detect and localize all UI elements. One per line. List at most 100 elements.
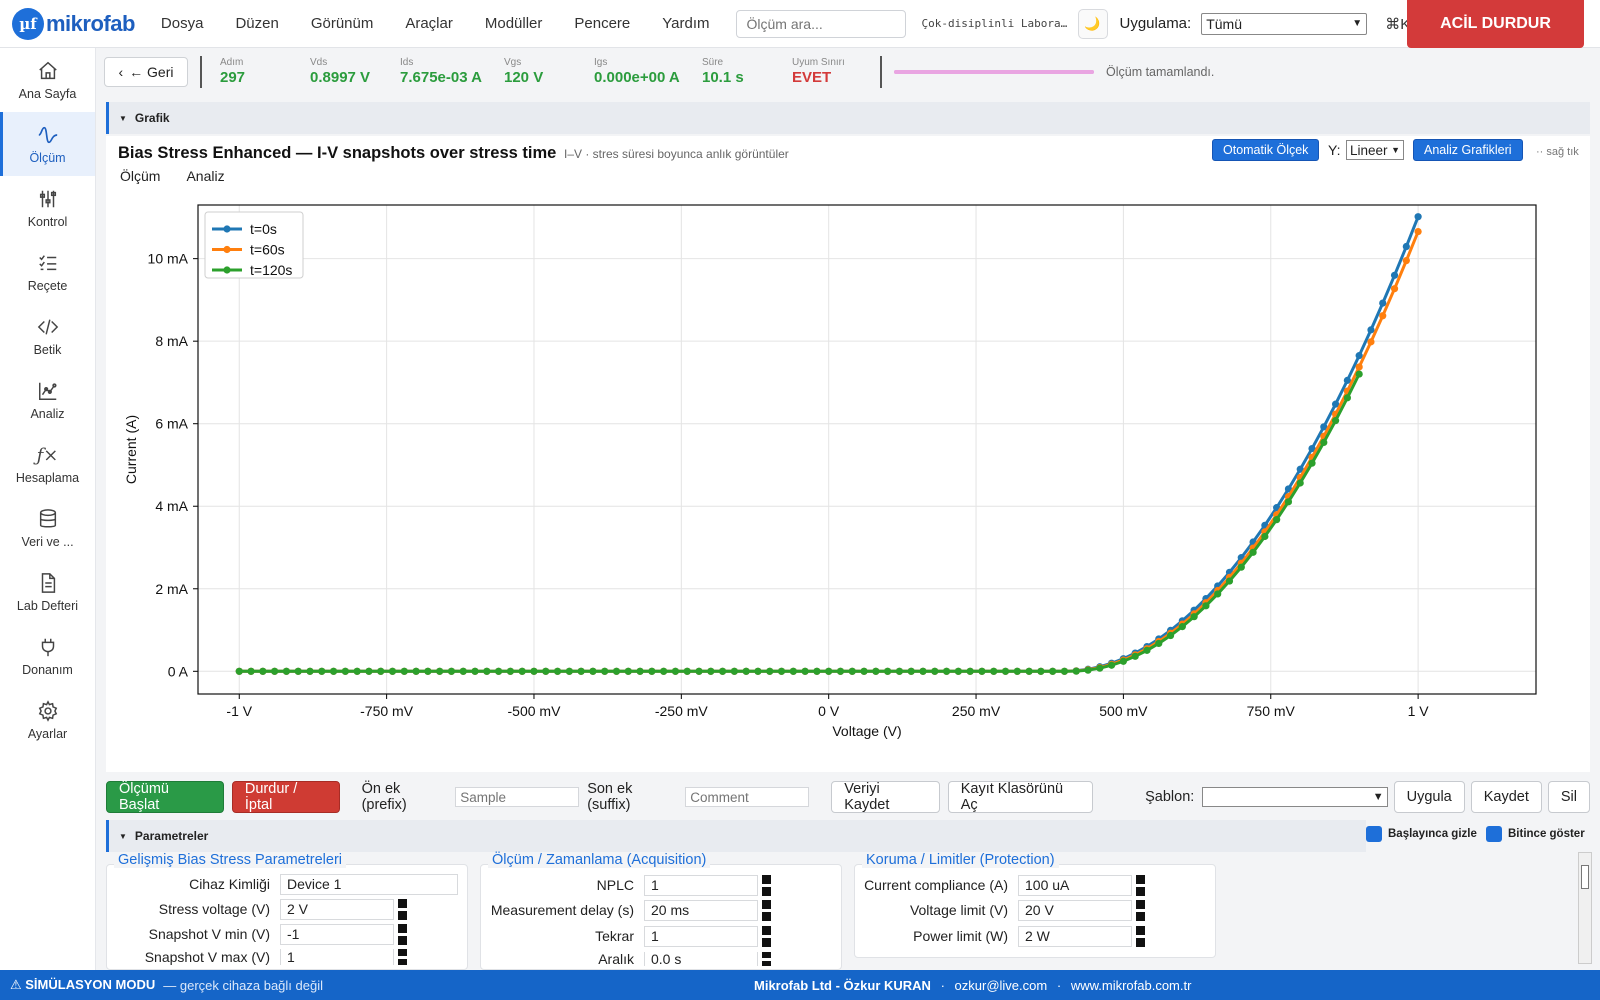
interval-spinner[interactable] <box>762 952 772 966</box>
dark-mode-toggle[interactable]: 🌙 <box>1077 8 1108 39</box>
stat-value: EVET <box>792 69 832 86</box>
sidebar-item-calculation[interactable]: ƒ× Hesaplama <box>0 432 95 496</box>
measurement-delay-input[interactable]: 20 ms <box>644 899 758 921</box>
device-id-input[interactable]: Device 1 <box>280 873 458 895</box>
data-point <box>388 667 397 675</box>
sidebar-item-hardware[interactable]: Donanım <box>0 624 95 688</box>
menu-araclar[interactable]: Araçlar <box>405 15 453 32</box>
menu-yardim[interactable]: Yardım <box>662 15 710 32</box>
menu-moduller[interactable]: Modüller <box>484 15 543 32</box>
data-point <box>990 667 998 675</box>
data-point <box>612 667 621 675</box>
prefix-input[interactable] <box>455 787 580 807</box>
checkbox-checked-icon <box>1486 826 1502 842</box>
menu-duzen[interactable]: Düzen <box>235 15 279 32</box>
data-point <box>907 667 915 675</box>
apply-template-button[interactable]: Uygula <box>1393 781 1465 813</box>
sidebar-item-data[interactable]: Veri ve ... <box>0 496 95 560</box>
data-point <box>400 667 408 675</box>
stress-voltage-input[interactable]: 2 V <box>280 898 394 920</box>
footer-company: Mikrofab Ltd - Özkur KURAN <box>754 978 931 993</box>
sidebar-item-control[interactable]: Kontrol <box>0 176 95 240</box>
params-scrollbar[interactable] <box>1578 852 1592 964</box>
sidebar-item-recipe[interactable]: Reçete <box>0 240 95 304</box>
delete-template-button[interactable]: Sil <box>1547 781 1591 813</box>
auto-scale-button[interactable]: Otomatik Ölçek <box>1212 139 1320 161</box>
data-point <box>813 667 821 675</box>
open-folder-button[interactable]: Kayıt Klasörünü Aç <box>947 781 1094 813</box>
sidebar-item-home[interactable]: Ana Sayfa <box>0 48 95 112</box>
interval-input[interactable]: 0.0 s <box>644 952 758 966</box>
iv-chart[interactable]: -1 V -750 mV -500 mV -250 mV 0 V 250 mV 500 mV… <box>106 192 1590 772</box>
data-point <box>1320 438 1328 447</box>
nplc-input[interactable]: 1 <box>644 874 758 896</box>
sidebar-item-measurement[interactable]: Ölçüm <box>0 112 95 176</box>
x-axis-label: Voltage (V) <box>832 723 901 739</box>
current-compliance-input[interactable]: 100 uA <box>1018 874 1132 896</box>
data-point <box>1284 485 1293 493</box>
data-point <box>447 667 456 675</box>
back-button[interactable]: ‹ ← Geri <box>104 57 188 87</box>
data-point <box>707 667 715 675</box>
template-select[interactable]: ▼ <box>1202 787 1388 807</box>
tab-measurement[interactable]: Ölçüm <box>120 168 161 184</box>
nplc-spinner[interactable] <box>762 874 772 896</box>
snapshot-vmax-input[interactable]: 1 <box>280 949 394 965</box>
tab-analysis[interactable]: Analiz <box>186 168 225 184</box>
app-logo[interactable]: µf mikrofab <box>12 7 135 40</box>
sidebar-item-notebook[interactable]: Lab Defteri <box>0 560 95 624</box>
app-select[interactable]: Tümü ▼ <box>1201 12 1368 35</box>
menu-dosya[interactable]: Dosya <box>160 15 204 32</box>
current-compliance-spinner[interactable] <box>1136 874 1146 896</box>
measurement-delay-spinner[interactable] <box>762 899 772 921</box>
search-input[interactable] <box>735 9 906 38</box>
data-point <box>648 667 656 675</box>
x-tick-label: -750 mV <box>360 703 414 719</box>
snapshot-vmin-spinner[interactable] <box>398 923 408 945</box>
params-section-header[interactable]: ▼ Parametreler <box>106 820 1366 852</box>
graph-section-header[interactable]: ▼ Grafik <box>106 102 1590 134</box>
start-measurement-button[interactable]: Ölçümü Başlat <box>106 781 224 813</box>
stress-voltage-spinner[interactable] <box>398 898 408 920</box>
sidebar-item-script[interactable]: Betik <box>0 304 95 368</box>
y-tick-label: 10 mA <box>148 251 189 267</box>
show-on-finish-checkbox[interactable]: Bitince göster <box>1486 826 1585 842</box>
footer-email[interactable]: ozkur@live.com <box>954 978 1048 993</box>
y-scale-select[interactable]: Lineer ▼ <box>1346 140 1404 160</box>
legend-marker <box>223 245 231 254</box>
status-row: ‹ ← Geri Adım 297 Vds 0.8997 V Ids 7.675… <box>96 48 1600 96</box>
group-title: Gelişmiş Bias Stress Parametreleri <box>114 852 346 868</box>
save-template-button[interactable]: Kaydet <box>1470 781 1542 813</box>
suffix-input[interactable] <box>685 787 810 807</box>
emergency-stop-button[interactable]: ACİL DURDUR <box>1407 0 1584 48</box>
scrollbar-thumb[interactable] <box>1581 865 1589 889</box>
data-point <box>542 667 550 675</box>
sidebar-item-analysis[interactable]: Analiz <box>0 368 95 432</box>
save-data-button[interactable]: Veriyi Kaydet <box>831 781 940 813</box>
voltage-limit-input[interactable]: 20 V <box>1018 899 1132 921</box>
footer-website[interactable]: www.mikrofab.com.tr <box>1070 978 1192 993</box>
data-point <box>601 667 609 675</box>
data-point <box>1072 667 1080 675</box>
power-limit-input[interactable]: 2 W <box>1018 925 1132 947</box>
sidebar-item-settings[interactable]: Ayarlar <box>0 688 95 752</box>
hide-on-start-checkbox[interactable]: Başlayınca gizle <box>1366 826 1477 842</box>
data-point <box>954 667 962 675</box>
repeat-input[interactable]: 1 <box>644 925 758 947</box>
command-palette-shortcut[interactable]: ⌘K <box>1385 15 1411 33</box>
snapshot-vmax-spinner[interactable] <box>398 949 408 965</box>
x-tick-label: -250 mV <box>655 703 709 719</box>
snapshot-vmin-input[interactable]: -1 <box>280 923 394 945</box>
voltage-limit-spinner[interactable] <box>1136 899 1146 921</box>
power-limit-spinner[interactable] <box>1136 925 1146 947</box>
param-label: Cihaz Kimliği <box>189 876 270 892</box>
data-point <box>683 667 691 675</box>
collapse-triangle-icon: ▼ <box>119 113 127 123</box>
repeat-spinner[interactable] <box>762 925 772 947</box>
menu-gorunum[interactable]: Görünüm <box>310 15 374 32</box>
analysis-charts-button[interactable]: Analiz Grafikleri <box>1413 139 1523 161</box>
sidebar-item-label: Ölçüm <box>29 151 66 165</box>
stop-cancel-button[interactable]: Durdur / İptal <box>231 781 340 813</box>
menu-pencere[interactable]: Pencere <box>574 15 631 32</box>
graph-section-title: Grafik <box>134 111 170 125</box>
